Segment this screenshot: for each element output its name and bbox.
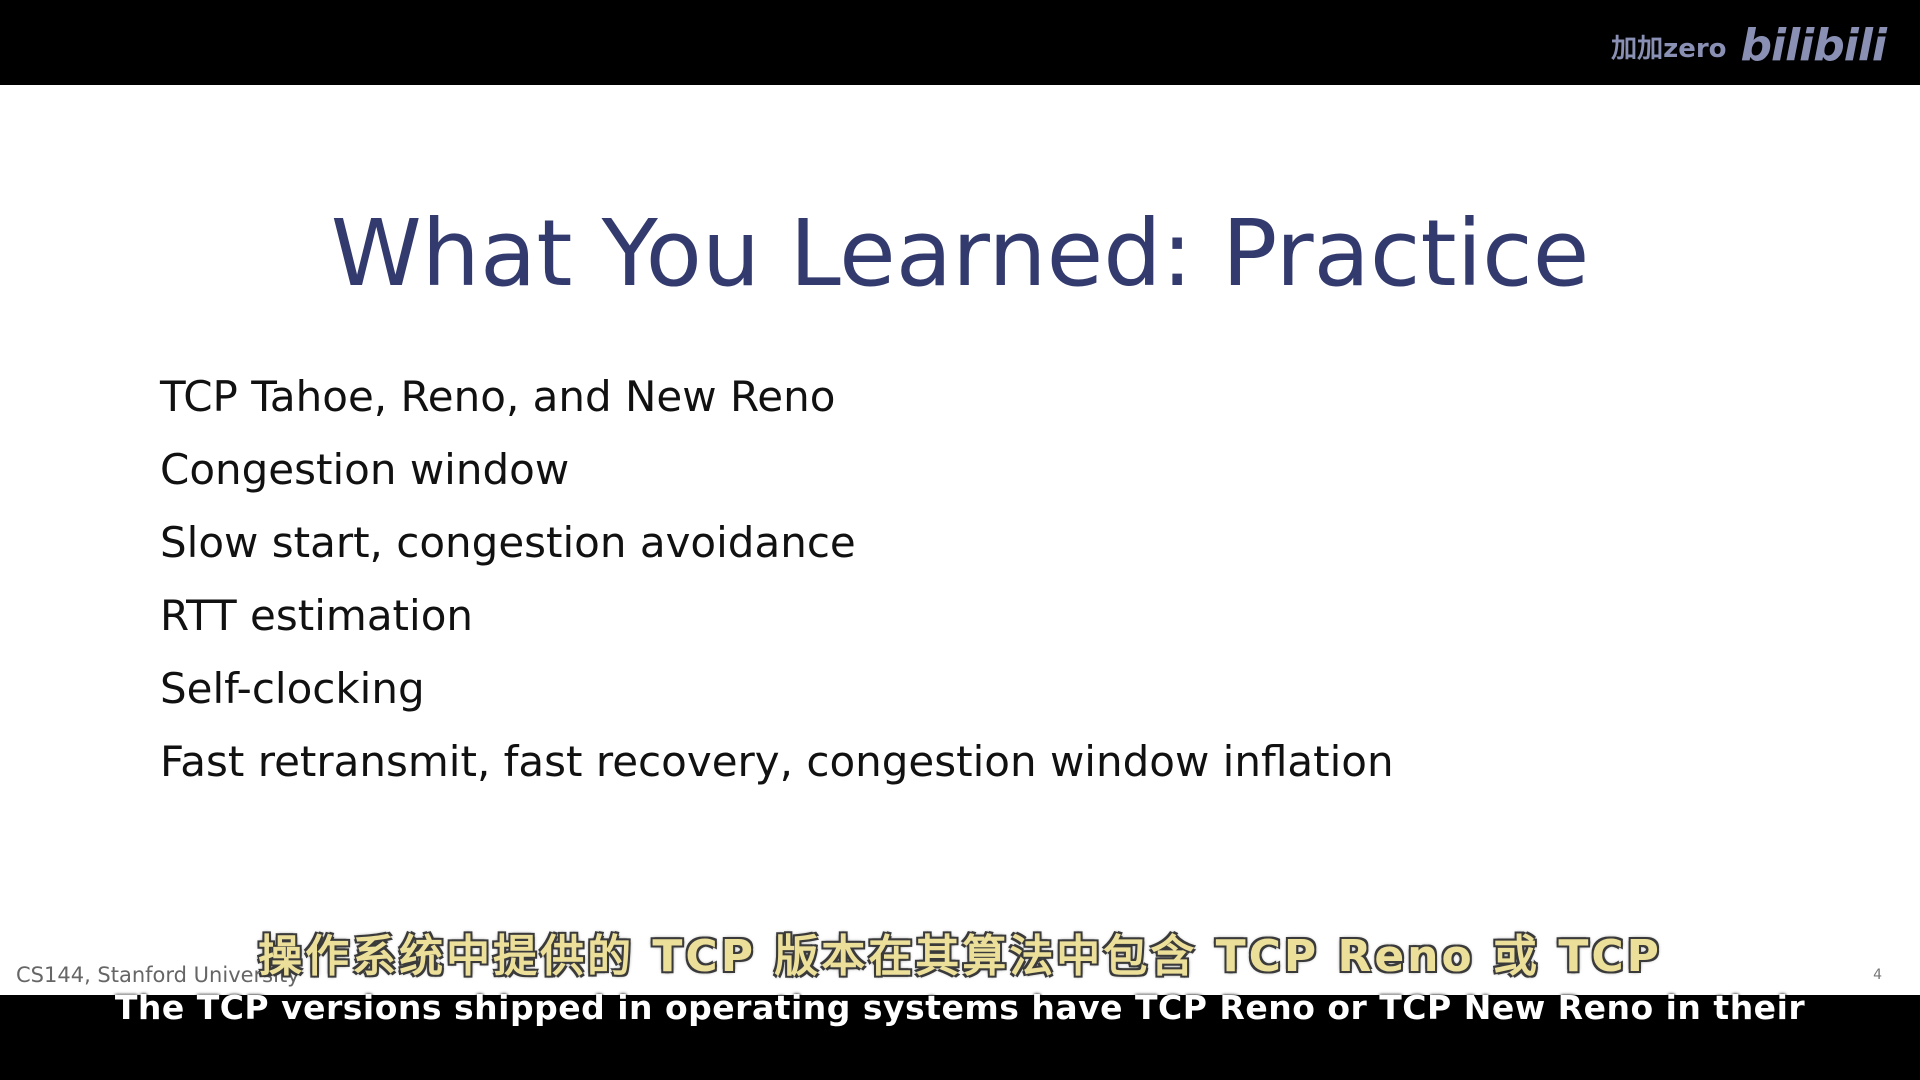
subtitle-english: The TCP versions shipped in operating sy… (114, 988, 1806, 1027)
page-number: 4 (1873, 967, 1882, 983)
bottom-letterbox (0, 995, 1920, 1080)
watermark-user: 加加zero (1611, 33, 1727, 64)
subtitle-chinese: 操作系统中提供的 TCP 版本在其算法中包含 TCP Reno 或 TCP (258, 931, 1662, 982)
watermark: 加加zero bilibili (1611, 20, 1887, 71)
slide-title: What You Learned: Practice (330, 200, 1590, 307)
top-letterbox: 加加zero bilibili (0, 0, 1920, 85)
bilibili-logo-icon: bilibili (1740, 20, 1887, 71)
bullet-item: Slow start, congestion avoidance (160, 518, 856, 567)
slide-footer: CS144, Stanford University (16, 963, 300, 987)
bullet-item: RTT estimation (160, 591, 474, 640)
bullet-item: TCP Tahoe, Reno, and New Reno (160, 372, 836, 421)
bullet-item: Congestion window (160, 445, 570, 494)
bullet-list: TCP Tahoe, Reno, and New Reno Congestion… (160, 360, 1394, 798)
slide: What You Learned: Practice TCP Tahoe, Re… (0, 85, 1920, 995)
bullet-item: Self-clocking (160, 664, 425, 713)
bullet-item: Fast retransmit, fast recovery, congesti… (160, 737, 1394, 786)
